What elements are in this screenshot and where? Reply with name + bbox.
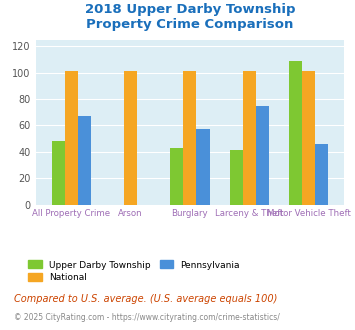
- Bar: [65, 71, 78, 205]
- Bar: [243, 71, 256, 205]
- Bar: [196, 129, 209, 205]
- Legend: Upper Darby Township, National, Pennsylvania: Upper Darby Township, National, Pennsylv…: [24, 257, 244, 286]
- Title: 2018 Upper Darby Township
Property Crime Comparison: 2018 Upper Darby Township Property Crime…: [85, 4, 295, 31]
- Bar: [289, 61, 302, 205]
- Bar: [51, 141, 65, 205]
- Bar: [256, 106, 269, 205]
- Bar: [78, 116, 91, 205]
- Bar: [315, 144, 328, 205]
- Bar: [302, 71, 315, 205]
- Bar: [124, 71, 137, 205]
- Text: © 2025 CityRating.com - https://www.cityrating.com/crime-statistics/: © 2025 CityRating.com - https://www.city…: [14, 313, 280, 322]
- Bar: [184, 71, 196, 205]
- Text: Compared to U.S. average. (U.S. average equals 100): Compared to U.S. average. (U.S. average …: [14, 294, 278, 304]
- Bar: [170, 148, 184, 205]
- Bar: [230, 150, 243, 205]
